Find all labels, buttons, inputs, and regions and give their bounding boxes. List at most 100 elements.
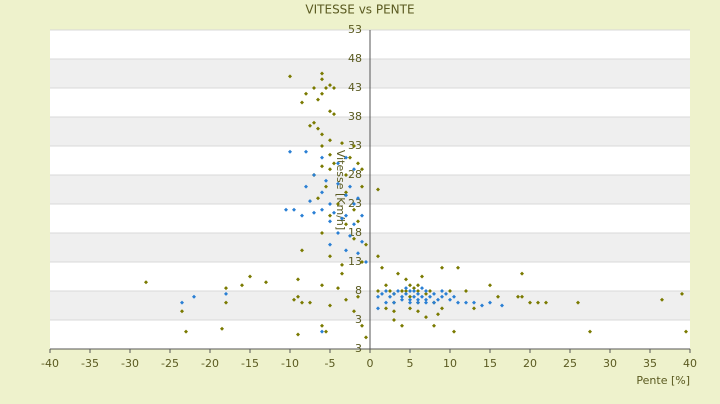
point xyxy=(320,190,324,195)
point xyxy=(400,297,404,302)
point xyxy=(316,126,320,131)
point xyxy=(328,254,332,259)
y-tick-label: 3 xyxy=(355,313,362,326)
point xyxy=(308,123,312,128)
point xyxy=(332,161,336,166)
point xyxy=(536,300,540,305)
point xyxy=(392,309,396,314)
point xyxy=(408,306,412,311)
point xyxy=(440,289,444,293)
point xyxy=(184,329,188,334)
point xyxy=(404,289,408,293)
point xyxy=(588,329,592,334)
point xyxy=(316,97,320,102)
x-tick-label: -15 xyxy=(241,357,259,370)
point xyxy=(344,297,348,302)
point xyxy=(436,297,440,302)
point xyxy=(320,77,324,82)
point xyxy=(400,294,404,299)
x-tick-label: -30 xyxy=(121,357,139,370)
y-tick-label: 38 xyxy=(348,110,362,123)
point xyxy=(224,300,228,305)
point xyxy=(680,291,684,296)
point xyxy=(424,300,428,305)
point xyxy=(348,184,352,189)
point xyxy=(404,277,408,282)
x-tick-label: 20 xyxy=(523,357,537,370)
point xyxy=(360,260,364,264)
point xyxy=(416,289,420,293)
point xyxy=(360,323,364,328)
point xyxy=(308,199,312,204)
point xyxy=(264,280,268,285)
point xyxy=(332,86,336,90)
point xyxy=(288,74,292,79)
y-axis-title: Vitesse [Km/h] xyxy=(334,150,347,230)
point xyxy=(328,202,332,206)
point xyxy=(432,291,436,296)
point xyxy=(340,271,344,276)
point xyxy=(292,297,296,302)
point xyxy=(352,222,356,227)
point xyxy=(408,289,412,293)
point xyxy=(300,248,304,253)
point xyxy=(520,294,524,299)
point xyxy=(376,289,380,293)
point xyxy=(404,291,408,296)
point xyxy=(328,213,332,218)
y-tick-label: 28 xyxy=(348,168,362,181)
point xyxy=(480,303,484,308)
point xyxy=(376,306,380,311)
point xyxy=(344,193,348,198)
point xyxy=(456,300,460,305)
point xyxy=(384,306,388,311)
point xyxy=(364,335,368,340)
point xyxy=(324,178,328,183)
point xyxy=(364,260,368,264)
point xyxy=(576,300,580,305)
point xyxy=(332,210,336,215)
point xyxy=(328,167,332,172)
point xyxy=(400,289,404,293)
point xyxy=(380,265,384,270)
point xyxy=(320,132,324,137)
point xyxy=(316,196,320,201)
point xyxy=(328,242,332,247)
point xyxy=(320,164,324,169)
point xyxy=(284,207,288,212)
y-tick-label: 8 xyxy=(355,284,362,297)
x-tick-label: 10 xyxy=(443,357,457,370)
point xyxy=(424,291,428,296)
point xyxy=(412,294,416,299)
point xyxy=(312,173,316,177)
point xyxy=(356,251,360,256)
point xyxy=(356,219,360,224)
point xyxy=(296,277,300,282)
point xyxy=(320,155,324,160)
point xyxy=(240,283,244,288)
point xyxy=(472,300,476,305)
y-tick-label: 48 xyxy=(348,52,362,65)
point xyxy=(380,291,384,296)
point xyxy=(684,329,688,334)
point xyxy=(420,294,424,299)
point xyxy=(496,294,500,299)
point xyxy=(440,306,444,311)
point xyxy=(356,196,360,201)
point xyxy=(288,149,292,154)
x-tick-label: 35 xyxy=(643,357,657,370)
point xyxy=(328,138,332,143)
x-tick-label: 40 xyxy=(683,357,697,370)
x-axis-title: Pente [%] xyxy=(636,374,690,387)
point xyxy=(320,144,324,148)
point xyxy=(528,300,532,305)
point xyxy=(424,289,428,293)
point xyxy=(300,213,304,218)
y-tick-label: 13 xyxy=(348,255,362,268)
x-tick-label: 15 xyxy=(483,357,497,370)
point xyxy=(312,210,316,215)
point xyxy=(388,289,392,293)
point xyxy=(344,155,348,160)
point xyxy=(180,309,184,314)
